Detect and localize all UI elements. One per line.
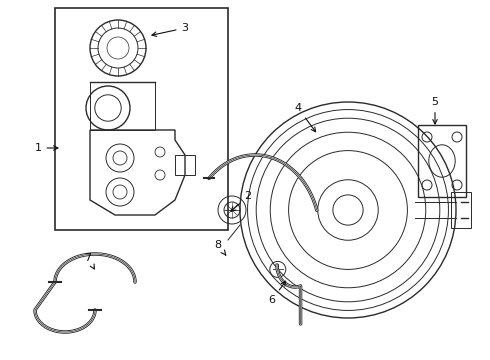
Bar xyxy=(451,192,471,228)
Text: 4: 4 xyxy=(294,103,316,132)
Text: 3: 3 xyxy=(152,23,189,36)
Text: 6: 6 xyxy=(269,281,286,305)
Text: 7: 7 xyxy=(84,253,95,269)
Text: 2: 2 xyxy=(231,191,251,211)
Text: 5: 5 xyxy=(432,97,439,124)
Bar xyxy=(55,8,228,230)
Text: 8: 8 xyxy=(215,240,226,255)
Bar xyxy=(418,125,466,197)
Text: 1: 1 xyxy=(34,143,58,153)
